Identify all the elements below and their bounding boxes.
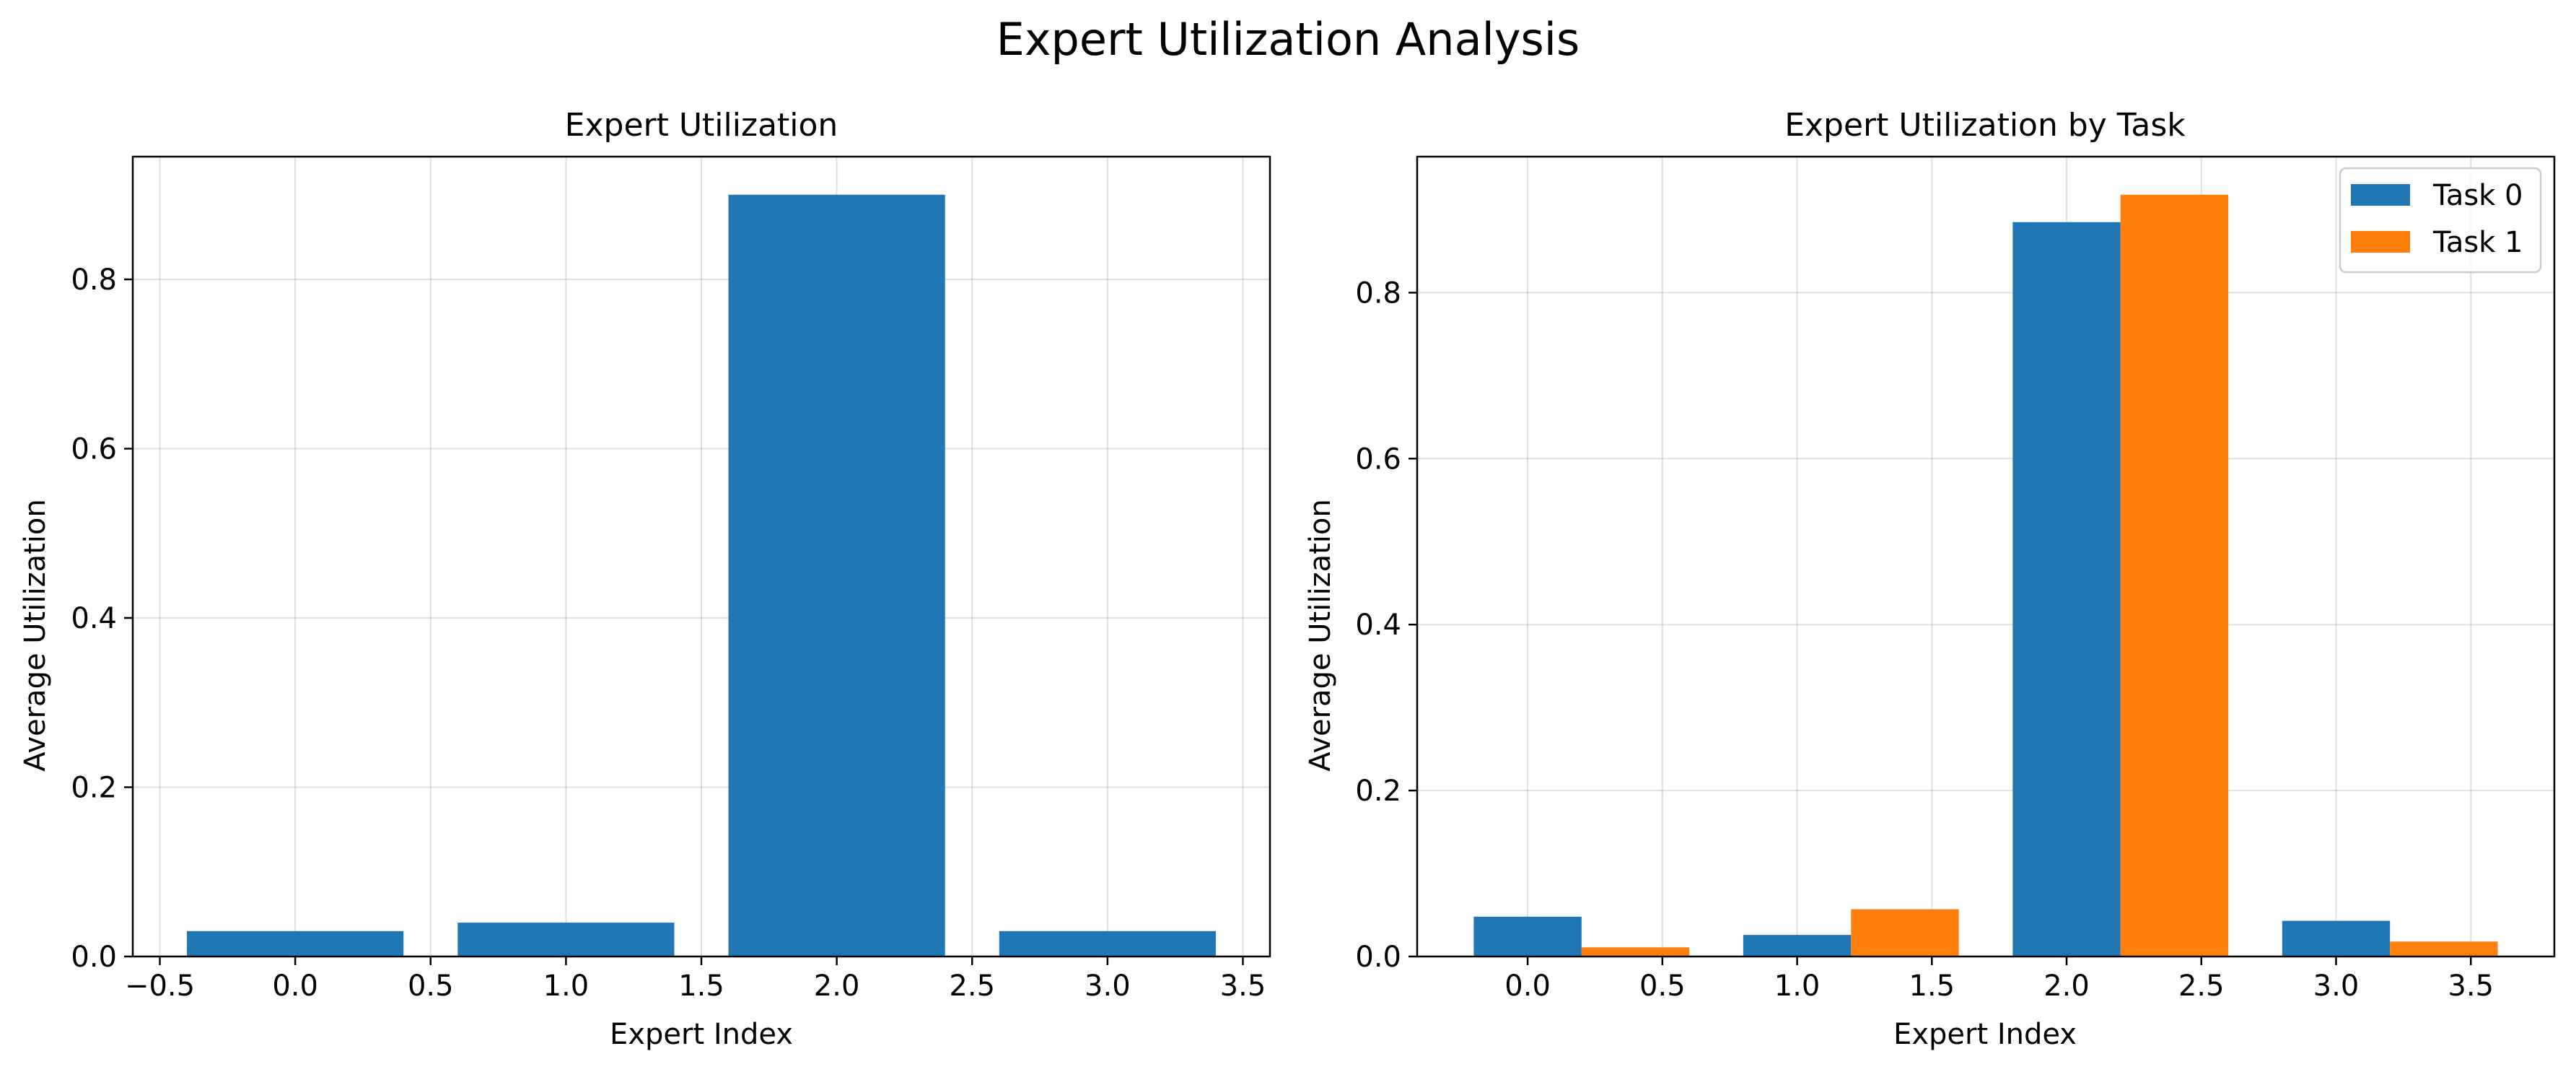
x-tick-label: 3.0 (2313, 969, 2360, 1003)
y-tick-label: 0.6 (1355, 443, 1401, 476)
bar-task-1-expert-1 (1851, 909, 1959, 956)
x-tick-label: 0.0 (272, 969, 318, 1003)
panel-1-bars (1473, 194, 2498, 956)
panel-expert-utilization: Expert Utilization −0.5 0.0 0.5 1.0 1.5 2.0 2.… (19, 107, 1271, 1051)
y-tick-label: 0.8 (71, 263, 117, 297)
y-tick-label: 0.8 (1355, 276, 1401, 310)
panel-1-xlabel: Expert Index (1893, 1018, 2077, 1051)
y-tick-label: 0.2 (1355, 775, 1401, 808)
panel-expert-utilization-by-task: Expert Utilization by Task 0.0 0.5 1.0 1.5 2… (1304, 107, 2556, 1051)
x-tick-label: 2.5 (2178, 969, 2225, 1003)
legend-swatch-task-1 (2351, 231, 2410, 253)
figure-title: Expert Utilization Analysis (996, 13, 1580, 66)
legend-label-task-1: Task 1 (2432, 226, 2523, 259)
legend-swatch-task-0 (2351, 184, 2410, 206)
y-tick-label: 0.4 (71, 602, 117, 635)
bar-task-0-expert-1 (1743, 935, 1852, 956)
y-tick-label: 0.0 (71, 941, 117, 974)
axes-frame (1416, 155, 2556, 958)
panel-0-xlabel: Expert Index (610, 1018, 793, 1051)
panel-0-bars (187, 194, 1216, 956)
y-tick-label: 0.2 (71, 772, 117, 805)
y-tick-label: 0.4 (1355, 609, 1401, 642)
bar-expert-0 (187, 931, 404, 956)
panel-1-ylabel: Average Utilization (1304, 499, 1337, 771)
bar-expert-3 (999, 931, 1216, 956)
x-tick-label: 1.0 (543, 969, 590, 1003)
bar-task-1-expert-2 (2120, 194, 2229, 956)
x-tick-label: 0.5 (408, 969, 454, 1003)
legend-label-task-0: Task 0 (2432, 179, 2523, 212)
bar-task-1-expert-3 (2390, 941, 2498, 956)
panel-0-ylabel: Average Utilization (19, 499, 52, 771)
x-tick-label: 2.0 (814, 969, 860, 1003)
x-tick-label: 2.0 (2043, 969, 2090, 1003)
x-tick-label: 1.5 (678, 969, 724, 1003)
x-tick-label: 2.5 (949, 969, 995, 1003)
y-tick-label: 0.6 (71, 433, 117, 466)
bar-task-1-expert-0 (1581, 947, 1690, 956)
legend: Task 0 Task 1 (2339, 167, 2542, 274)
x-tick-label: −0.5 (125, 969, 195, 1003)
bar-expert-1 (457, 923, 675, 956)
bar-task-0-expert-0 (1473, 916, 1582, 956)
x-tick-label: 3.0 (1085, 969, 1131, 1003)
x-tick-label: 0.5 (1639, 969, 1686, 1003)
bar-task-0-expert-2 (2012, 222, 2121, 956)
x-tick-label: 3.5 (1220, 969, 1266, 1003)
panel-0-axes: −0.5 0.0 0.5 1.0 1.5 2.0 2.5 3.0 3.50.00.20.40.6… (71, 155, 1271, 1003)
x-tick-label: 1.5 (1909, 969, 1955, 1003)
panel-1-axes: 0.0 0.5 1.0 1.5 2.0 2.5 3.0 3.5 0.0 0.2 0.4 0.6 0.8 (1355, 155, 2556, 1003)
y-tick-label: 0.0 (1355, 941, 1401, 974)
bar-expert-2 (728, 194, 945, 956)
x-tick-label: 0.0 (1504, 969, 1551, 1003)
x-tick-label: 1.0 (1774, 969, 1821, 1003)
x-tick-label: 3.5 (2448, 969, 2494, 1003)
panel-1-title: Expert Utilization by Task (1784, 107, 2186, 144)
panel-0-title: Expert Utilization (565, 107, 838, 144)
bar-task-0-expert-3 (2282, 920, 2391, 956)
panel-1-grid (1417, 157, 2554, 957)
panel-0-grid (133, 157, 1270, 957)
